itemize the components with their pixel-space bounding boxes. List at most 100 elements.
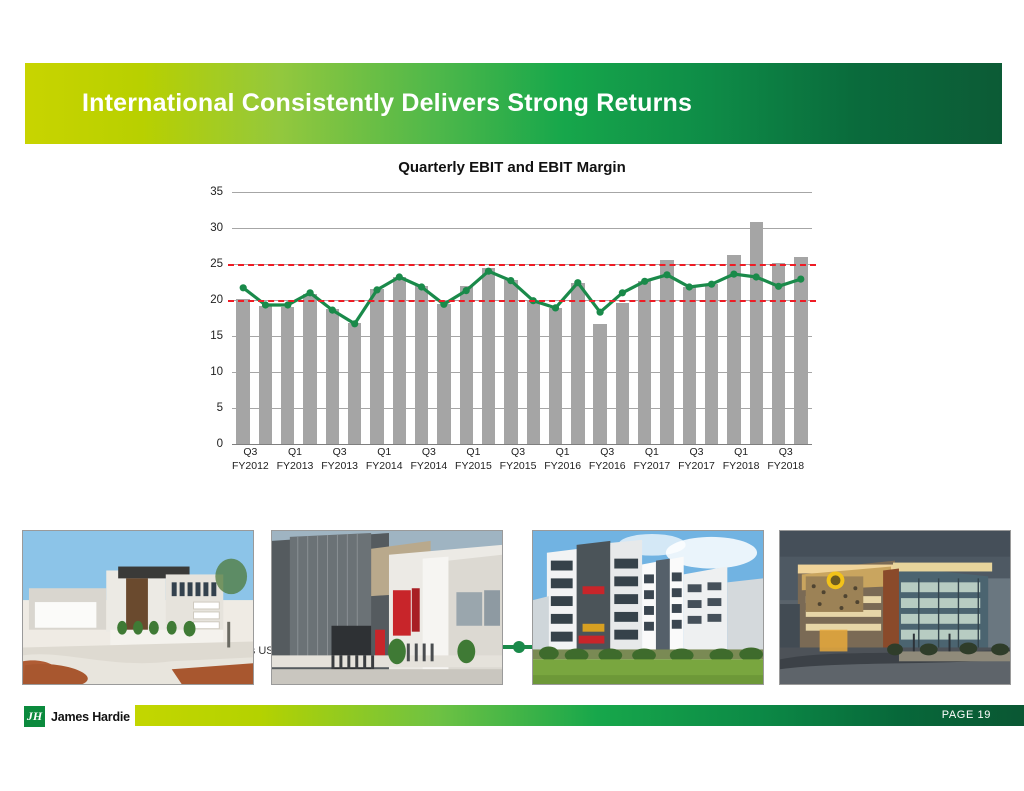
x-axis-label: Q1 FY2016	[544, 446, 582, 472]
margin-point-q4-fy2018	[797, 275, 805, 283]
bar-slot	[522, 192, 544, 444]
footer-gradient-bar: PAGE 19	[135, 705, 1024, 726]
margin-point-q2-fy2017	[663, 271, 671, 279]
bar-q1-fy2017	[638, 281, 652, 444]
x-axis-label: Q3 FY2013	[321, 446, 358, 472]
slide-footer: PAGE 19 JH James Hardie	[0, 705, 1024, 727]
bar-q2-fy2016	[571, 282, 585, 444]
james-hardie-logo: JH James Hardie	[24, 706, 130, 727]
gridline-35	[232, 192, 812, 193]
line-series-ebit-margin	[239, 267, 805, 328]
bar-q4-fy2015	[526, 300, 540, 444]
bar-slot	[768, 192, 790, 444]
x-axis-label	[715, 446, 723, 473]
bar-slot	[254, 192, 276, 444]
gridline-5	[232, 408, 812, 409]
margin-point-q1-fy2016	[551, 304, 560, 312]
x-axis-label	[626, 446, 634, 473]
bar-q2-fy2013	[303, 294, 317, 444]
x-axis-label	[804, 446, 812, 473]
x-axis-label	[447, 446, 455, 473]
bar-q2-fy2017	[660, 260, 674, 444]
y-axis-tick-35: 35	[210, 186, 223, 198]
margin-point-q1-fy2018	[730, 270, 738, 278]
bar-q3-fy2018	[771, 262, 786, 444]
bar-slot	[477, 192, 499, 444]
bar-q4-fy2018	[794, 256, 808, 444]
bar-slot	[433, 192, 455, 444]
margin-point-q4-fy2012	[261, 301, 270, 309]
bar-slot	[299, 192, 321, 444]
chart-plot-area: 0 5 10 15 20 25 30 35	[210, 186, 816, 450]
x-axis-label: Q1 FY2017	[633, 446, 671, 472]
bar-slot	[321, 192, 343, 444]
y-axis-tick-5: 5	[216, 402, 223, 414]
bar-q1-fy2015	[459, 285, 473, 444]
bar-q3-fy2013	[325, 309, 340, 444]
bar-q4-fy2013	[348, 323, 362, 444]
bar-slot	[500, 192, 522, 444]
bar-q1-fy2016	[548, 307, 563, 444]
slide-title-banner: International Consistently Delivers Stro…	[25, 63, 1002, 144]
bar-q3-fy2016	[593, 324, 607, 444]
x-axis-label	[536, 446, 544, 473]
margin-point-q2-fy2016	[574, 279, 582, 287]
margin-point-q3-fy2017	[685, 283, 693, 291]
bar-q1-fy2018	[727, 255, 741, 444]
line-swatch-icon	[497, 640, 540, 653]
bar-slot	[678, 192, 700, 444]
bar-q2-fy2015	[481, 268, 496, 444]
bar-slot	[723, 192, 745, 444]
x-axis-label	[581, 446, 589, 473]
margin-point-q3-fy2013	[328, 306, 336, 314]
bar-series-ebit	[232, 192, 812, 444]
photo-strip	[0, 530, 1024, 688]
page-number: PAGE 19	[941, 709, 991, 721]
y-axis-tick-30: 30	[210, 222, 223, 234]
bar-slot	[366, 192, 388, 444]
margin-point-q1-fy2017	[641, 277, 649, 285]
bar-slot	[544, 192, 566, 444]
x-axis-label: Q3 FY2016	[588, 446, 626, 472]
bar-slot	[455, 192, 477, 444]
margin-point-q3-fy2016	[596, 308, 604, 316]
bar-q3-fy2012	[236, 298, 250, 444]
bar-q3-fy2017	[682, 287, 697, 444]
x-axis-label: Q1 FY2013	[276, 446, 314, 472]
x-axis-label: Q3 FY2015	[499, 446, 537, 472]
bar-q1-fy2014	[370, 289, 384, 444]
margin-point-q2-fy2018	[752, 273, 760, 281]
bar-slot	[388, 192, 410, 444]
illuminated-office-building-photo	[779, 530, 1011, 685]
x-axis-label	[492, 446, 500, 473]
x-axis-label	[313, 446, 321, 473]
bar-slot	[656, 192, 678, 444]
y-axis-tick-25: 25	[210, 258, 223, 270]
margin-point-q2-fy2013	[306, 289, 314, 297]
x-axis-label	[759, 446, 767, 473]
x-axis-label: Q3 FY2014	[410, 446, 448, 472]
x-axis-label: Q1 FY2018	[722, 446, 760, 472]
page-title: International Consistently Delivers Stro…	[82, 89, 693, 117]
gridline-10	[232, 372, 812, 373]
x-axis-label: Q3 FY2018	[767, 446, 805, 472]
x-axis-label: Q3 FY2012	[232, 446, 269, 472]
y-axis-tick-15: 15	[210, 330, 223, 342]
dark-clad-townhouses-photo	[271, 530, 503, 685]
x-axis-label: Q1 FY2015	[455, 446, 492, 472]
x-axis-label: Q1 FY2014	[365, 446, 403, 472]
chart-title: Quarterly EBIT and EBIT Margin	[398, 159, 626, 176]
margin-point-q1-fy2014	[373, 286, 381, 294]
x-axis-label	[403, 446, 411, 473]
margin-point-q3-fy2014	[418, 283, 426, 291]
single-storey-modern-house-photo	[22, 530, 254, 685]
margin-point-q4-fy2017	[708, 280, 716, 288]
margin-point-q2-fy2014	[395, 273, 403, 281]
bar-q3-fy2014	[414, 285, 429, 444]
bar-q1-fy2013	[281, 307, 295, 444]
jh-monogram-icon: JH	[24, 706, 45, 727]
white-apartment-block-photo	[532, 530, 764, 685]
bar-slot	[701, 192, 723, 444]
margin-point-q3-fy2018	[774, 282, 783, 290]
y-axis-tick-20: 20	[210, 294, 223, 306]
